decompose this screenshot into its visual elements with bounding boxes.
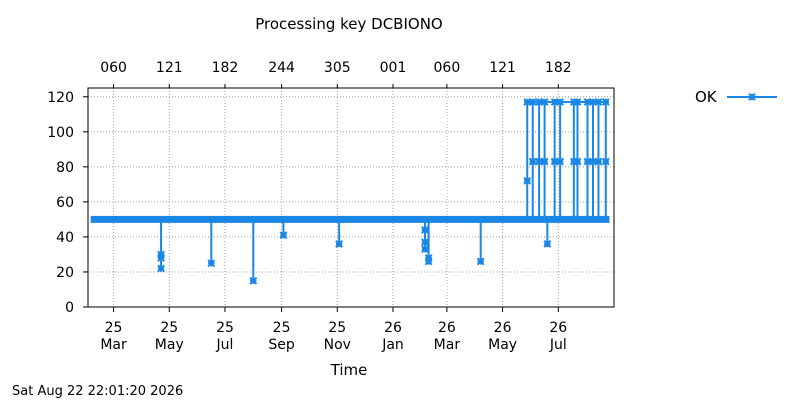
top-tick-label-7: 121: [489, 60, 516, 76]
y-tick-label-6: 120: [47, 90, 74, 106]
x-axis-label: Time: [330, 361, 368, 379]
series-ok-dip-point-1-0: [207, 259, 216, 268]
top-tick-label-6: 060: [434, 60, 461, 76]
y-tick-label-4: 80: [56, 160, 74, 176]
legend-marker-glyph: [748, 93, 756, 101]
series-ok-dip-point-3-0: [279, 231, 288, 240]
x-tick-label-day-3: 25: [273, 320, 291, 336]
series-ok-dip-point-0-1: [157, 254, 165, 262]
series-ok-peak-point-0-0: [523, 176, 532, 185]
top-tick-label-2: 182: [212, 60, 239, 76]
x-tick-label-month-8: Jul: [549, 337, 567, 353]
x-tick-label-month-1: May: [155, 337, 184, 353]
x-tick-label-day-1: 25: [160, 320, 178, 336]
legend-marker-ok: [748, 93, 756, 101]
timestamp: Sat Aug 22 22:01:20 2026: [12, 384, 183, 399]
chart-title: Processing key DCBIONO: [255, 15, 442, 33]
x-tick-label-month-3: Sep: [268, 337, 295, 353]
top-tick-label-5: 001: [380, 60, 407, 76]
series-ok-peak-point-10-0: [594, 157, 603, 166]
x-tick-label-day-6: 26: [438, 320, 456, 336]
series-ok-dip-point-0-2: [157, 264, 165, 273]
plot-frame: [87, 87, 615, 308]
top-tick-label-8: 182: [545, 60, 572, 76]
series-ok-dip-point-8-0: [543, 240, 552, 248]
x-tick-label-month-2: Jul: [216, 337, 234, 353]
series-ok: [90, 98, 610, 285]
x-tick-label-day-8: 26: [549, 320, 567, 336]
x-tick-label-month-6: Mar: [434, 337, 461, 353]
series-ok-dip-point-4-0: [335, 240, 344, 248]
series-ok-peak-point-11-0: [601, 157, 610, 166]
grid-lines: [88, 88, 614, 308]
x-tick-label-day-7: 26: [494, 320, 512, 336]
series-ok-peak-point-5-0: [556, 157, 565, 166]
series-ok-baseline-band: [90, 215, 610, 223]
top-tick-label-0: 060: [100, 60, 127, 76]
x-tick-label-day-2: 25: [216, 320, 234, 336]
series-ok-dip-point-5-1: [421, 238, 429, 247]
series-ok-peak-point-8-0: [583, 157, 592, 166]
series-ok-peak-point-1-0: [528, 157, 537, 166]
series-ok-peak-point-7-0: [573, 157, 582, 166]
x-tick-label-month-5: Jan: [381, 337, 404, 353]
x-tick-label-day-0: 25: [105, 320, 123, 336]
y-tick-label-1: 20: [56, 265, 74, 281]
y-tick-label-3: 60: [56, 195, 74, 211]
x-tick-label-month-4: Nov: [324, 337, 351, 353]
series-ok-dip-point-2-0: [249, 276, 258, 285]
x-tick-label-month-0: Mar: [100, 337, 127, 353]
y-tick-label-5: 100: [47, 125, 74, 141]
x-tick-label-day-4: 25: [328, 320, 346, 336]
x-tick-label-month-7: May: [488, 337, 517, 353]
top-tick-label-1: 121: [156, 60, 183, 76]
y-tick-label-2: 40: [56, 230, 74, 246]
series-ok-peak-point-3-0: [540, 157, 549, 166]
series-ok-dip-point-5-0: [421, 226, 429, 234]
series-ok-dip-point-7-0: [476, 257, 485, 266]
legend-label-ok: OK: [695, 88, 718, 106]
y-tick-label-0: 0: [65, 300, 74, 316]
x-tick-label-day-5: 26: [384, 320, 402, 336]
series-ok-dip-point-5-2: [421, 245, 429, 254]
axis-ticks: 02040608010012025Mar25May25Jul25Sep25Nov…: [47, 60, 571, 353]
top-tick-label-4: 305: [324, 60, 351, 76]
legend: OK: [695, 88, 777, 106]
top-tick-label-3: 244: [268, 60, 295, 76]
series-ok-dip-point-6-1: [424, 257, 433, 266]
